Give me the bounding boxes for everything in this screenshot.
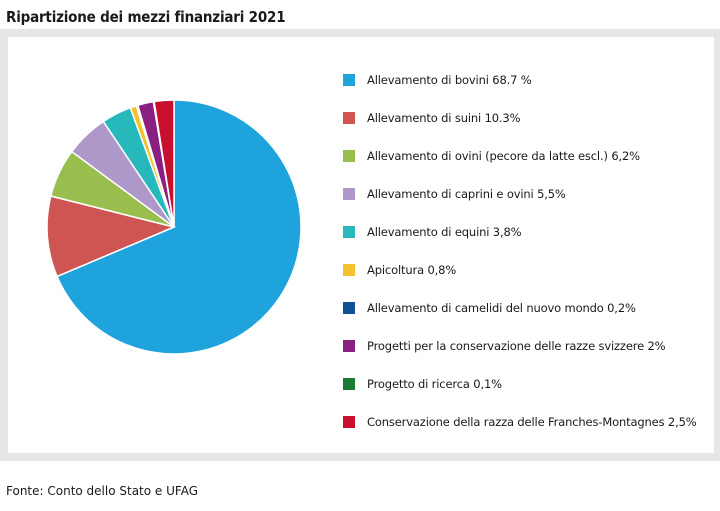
legend-item-2: Allevamento di ovini (pecore da latte es… [343,143,711,181]
legend-item-8: Progetto di ricerca 0,1% [343,371,711,409]
legend-label: Allevamento di equini 3,8% [367,225,522,239]
legend-swatch [343,226,355,238]
chart-card: Allevamento di bovini 68.7 % Allevamento … [8,37,714,453]
legend-swatch [343,112,355,124]
legend-item-1: Allevamento di suini 10.3% [343,105,711,143]
legend-label: Allevamento di caprini e ovini 5,5% [367,187,566,201]
legend-swatch [343,416,355,428]
legend-label: Progetto di ricerca 0,1% [367,377,502,391]
legend-swatch [343,74,355,86]
legend-item-3: Allevamento di caprini e ovini 5,5% [343,181,711,219]
pie-slice-9 [153,99,175,228]
legend-swatch [343,340,355,352]
legend-item-6: Allevamento di camelidi del nuovo mondo … [343,295,711,333]
legend-item-5: Apicoltura 0,8% [343,257,711,295]
legend-label: Allevamento di ovini (pecore da latte es… [367,149,640,163]
legend-swatch [343,150,355,162]
legend-label: Allevamento di bovini 68.7 % [367,73,532,87]
legend-item-0: Allevamento di bovini 68.7 % [343,67,711,105]
pie-slice-1 [46,195,177,278]
legend-swatch [343,264,355,276]
legend: Allevamento di bovini 68.7 % Allevamento … [343,67,711,447]
legend-label: Progetti per la conservazione delle razz… [367,339,666,353]
source-note: Fonte: Conto dello Stato e UFAG [6,484,198,498]
legend-swatch [343,302,355,314]
pie-slice-0 [56,99,302,355]
legend-item-4: Allevamento di equini 3,8% [343,219,711,257]
legend-item-7: Progetti per la conservazione delle razz… [343,333,711,371]
legend-item-9: Conservazione della razza delle Franches… [343,409,711,447]
legend-label: Conservazione della razza delle Franches… [367,415,697,429]
legend-label: Apicoltura 0,8% [367,263,457,277]
chart-title: Ripartizione dei mezzi finanziari 2021 [6,8,286,26]
legend-label: Allevamento di camelidi del nuovo mondo … [367,301,636,315]
legend-swatch [343,188,355,200]
legend-label: Allevamento di suini 10.3% [367,111,521,125]
pie-chart [46,99,302,355]
legend-swatch [343,378,355,390]
